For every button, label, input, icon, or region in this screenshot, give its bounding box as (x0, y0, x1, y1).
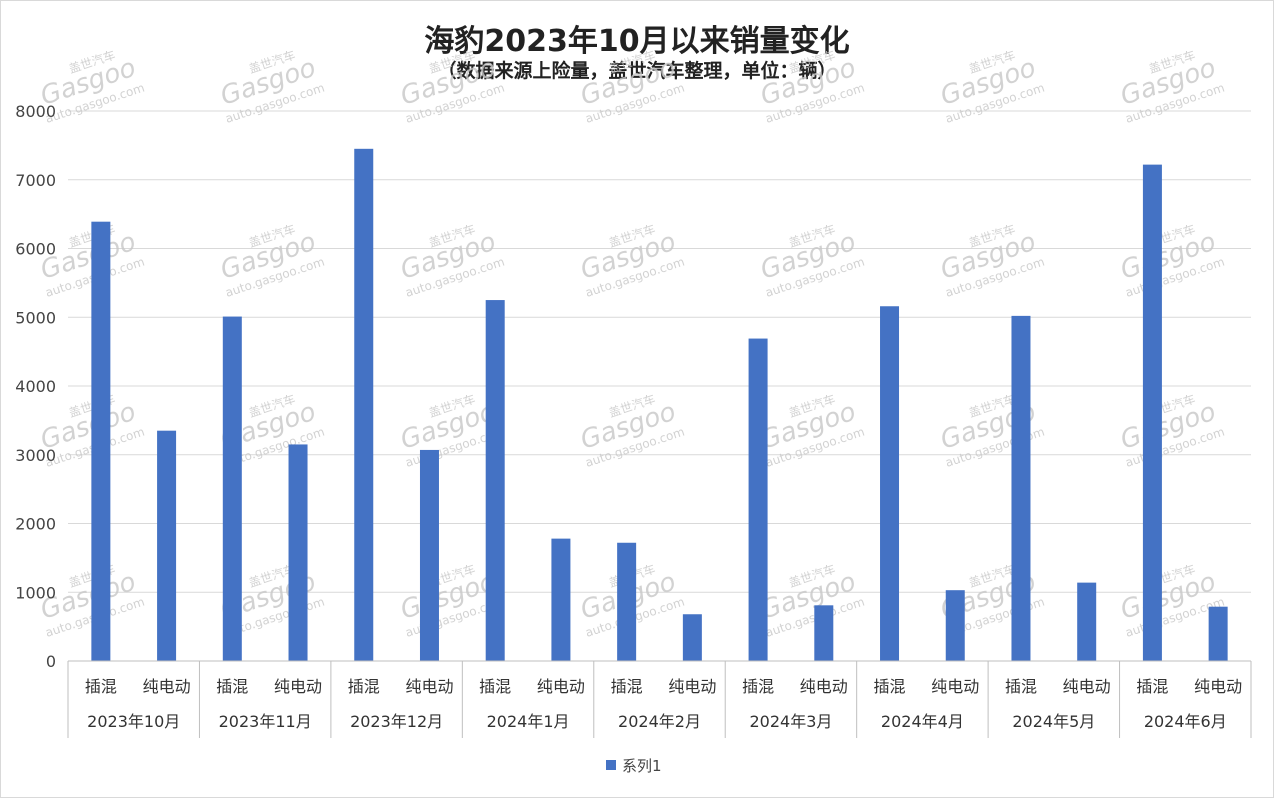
bars (91, 148, 1228, 661)
category-label: 纯电动 (405, 677, 453, 696)
category-label: 纯电动 (537, 677, 585, 696)
y-tick-label: 0 (46, 652, 56, 671)
y-tick-label: 8000 (15, 102, 56, 121)
legend-label: 系列1 (622, 757, 662, 775)
group-label: 2024年1月 (487, 712, 570, 731)
group-label: 2024年3月 (749, 712, 832, 731)
category-label: 插混 (479, 677, 511, 696)
group-label: 2023年10月 (87, 712, 180, 731)
bar (1077, 582, 1097, 661)
group-label: 2023年12月 (350, 712, 443, 731)
group-label: 2024年6月 (1144, 712, 1227, 731)
category-label: 插混 (874, 677, 906, 696)
category-label: 插混 (216, 677, 248, 696)
bar (945, 590, 965, 661)
category-label: 纯电动 (1063, 677, 1111, 696)
bar (157, 430, 177, 661)
category-label: 插混 (742, 677, 774, 696)
y-axis-ticks: 0 1000 2000 3000 4000 5000 6000 7000 8000 (15, 102, 56, 671)
group-label: 2024年4月 (881, 712, 964, 731)
grid-lines (68, 110, 1251, 593)
category-label: 插混 (1136, 677, 1168, 696)
bar (222, 316, 242, 661)
bar (748, 338, 768, 661)
bar (617, 542, 637, 661)
y-tick-label: 7000 (15, 171, 56, 190)
y-tick-label: 1000 (15, 583, 56, 602)
bar (288, 444, 308, 661)
group-label: 2023年11月 (219, 712, 312, 731)
category-label: 纯电动 (274, 677, 322, 696)
bar (1142, 164, 1162, 661)
bar (1011, 315, 1031, 661)
y-tick-label: 3000 (15, 446, 56, 465)
legend: 系列1 (606, 757, 662, 775)
y-tick-label: 4000 (15, 377, 56, 396)
group-label: 2024年5月 (1012, 712, 1095, 731)
category-label: 纯电动 (1194, 677, 1242, 696)
category-label: 插混 (348, 677, 380, 696)
bar (1208, 606, 1228, 661)
bar (682, 614, 702, 661)
category-label: 纯电动 (800, 677, 848, 696)
bar (551, 538, 571, 661)
bar (485, 300, 505, 661)
category-label: 纯电动 (668, 677, 716, 696)
category-label: 纯电动 (143, 677, 191, 696)
y-tick-label: 2000 (15, 515, 56, 534)
bar (354, 148, 374, 661)
category-label: 插混 (611, 677, 643, 696)
y-tick-label: 5000 (15, 308, 56, 327)
bar (880, 306, 900, 661)
chart-title: 海豹2023年10月以来销量变化 (424, 24, 850, 59)
chart-subtitle: （数据来源上险量，盖世汽车整理，单位：辆） (437, 60, 837, 82)
bar (419, 449, 439, 661)
legend-swatch (606, 760, 616, 770)
bar (814, 605, 834, 661)
category-label: 插混 (1005, 677, 1037, 696)
y-tick-label: 6000 (15, 240, 56, 259)
bar (91, 221, 111, 661)
group-label: 2024年2月 (618, 712, 701, 731)
category-label: 纯电动 (931, 677, 979, 696)
category-label: 插混 (85, 677, 117, 696)
